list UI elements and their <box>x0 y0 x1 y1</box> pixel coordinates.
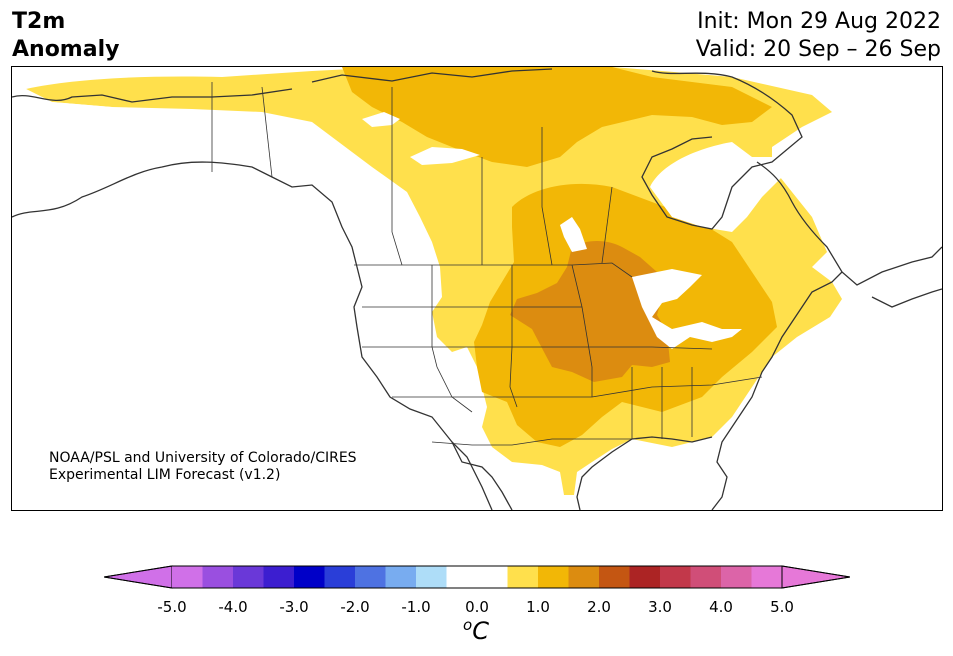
political-borders <box>211 82 763 446</box>
colorbar-tick-label: 4.0 <box>709 598 733 616</box>
title-right: Init: Mon 29 Aug 2022 Valid: 20 Sep – 26… <box>696 8 941 64</box>
great-bear-lake <box>410 147 480 165</box>
colorbar-segment <box>507 566 539 588</box>
unit-degree: o <box>463 616 473 634</box>
colorbar-segment <box>690 566 722 588</box>
colorbar-tick-label: -1.0 <box>401 598 431 616</box>
colorbar-segment <box>446 566 478 588</box>
title-line-2: Anomaly <box>12 37 120 62</box>
colorbar-segment <box>629 566 661 588</box>
colorbar-unit: oC <box>456 616 496 645</box>
colorbar-segment <box>324 566 356 588</box>
title-line-1: T2m <box>12 9 66 34</box>
colorbar-segment <box>751 566 783 588</box>
colorbar-segment <box>721 566 752 588</box>
colorbar-tick-label: 1.0 <box>526 598 550 616</box>
unit-celsius: C <box>472 617 489 645</box>
colorbar <box>104 565 850 589</box>
colorbar-under-arrow <box>104 565 173 589</box>
colorbar-segment <box>202 566 234 588</box>
colorbar-segment <box>599 566 630 588</box>
colorbar-segment <box>416 566 447 588</box>
colorbar-segment <box>538 566 569 588</box>
coastlines <box>12 68 942 510</box>
colorbar-tick-label: -5.0 <box>157 598 187 616</box>
init-date: Init: Mon 29 Aug 2022 <box>697 9 941 34</box>
credit-line-2: Experimental LIM Forecast (v1.2) <box>49 467 281 483</box>
colorbar-segment <box>233 566 264 588</box>
colorbar-tick-label: -2.0 <box>340 598 370 616</box>
valid-range: Valid: 20 Sep – 26 Sep <box>695 37 941 62</box>
title-left: T2m Anomaly <box>12 8 119 64</box>
colorbar-segment <box>385 566 417 588</box>
colorbar-segment <box>355 566 386 588</box>
colorbar-outline <box>104 565 850 589</box>
great-lakes <box>632 269 742 349</box>
lake-winnipeg <box>560 217 587 252</box>
colorbar-tick-label: 0.0 <box>465 598 489 616</box>
colorbar-segment <box>294 566 325 588</box>
colorbar-segment <box>477 566 508 588</box>
colorbar-segment <box>660 566 691 588</box>
great-slave-lake <box>362 112 400 127</box>
colorbar-tick-label: 5.0 <box>770 598 794 616</box>
colorbar-tick-label: 2.0 <box>587 598 611 616</box>
colorbar-segment <box>568 566 600 588</box>
credit-line-1: NOAA/PSL and University of Colorado/CIRE… <box>49 450 357 466</box>
map-panel <box>11 66 943 511</box>
colorbar-segment <box>172 566 203 588</box>
credit-block: NOAA/PSL and University of Colorado/CIRE… <box>49 450 357 484</box>
colorbar-tick-label: 3.0 <box>648 598 672 616</box>
anomaly-map <box>12 67 942 510</box>
colorbar-tick-label: -4.0 <box>218 598 248 616</box>
colorbar-tick-label: -3.0 <box>279 598 309 616</box>
colorbar-over-arrow <box>781 565 850 589</box>
hudson-bay-cutout <box>650 142 782 232</box>
colorbar-segment <box>263 566 295 588</box>
